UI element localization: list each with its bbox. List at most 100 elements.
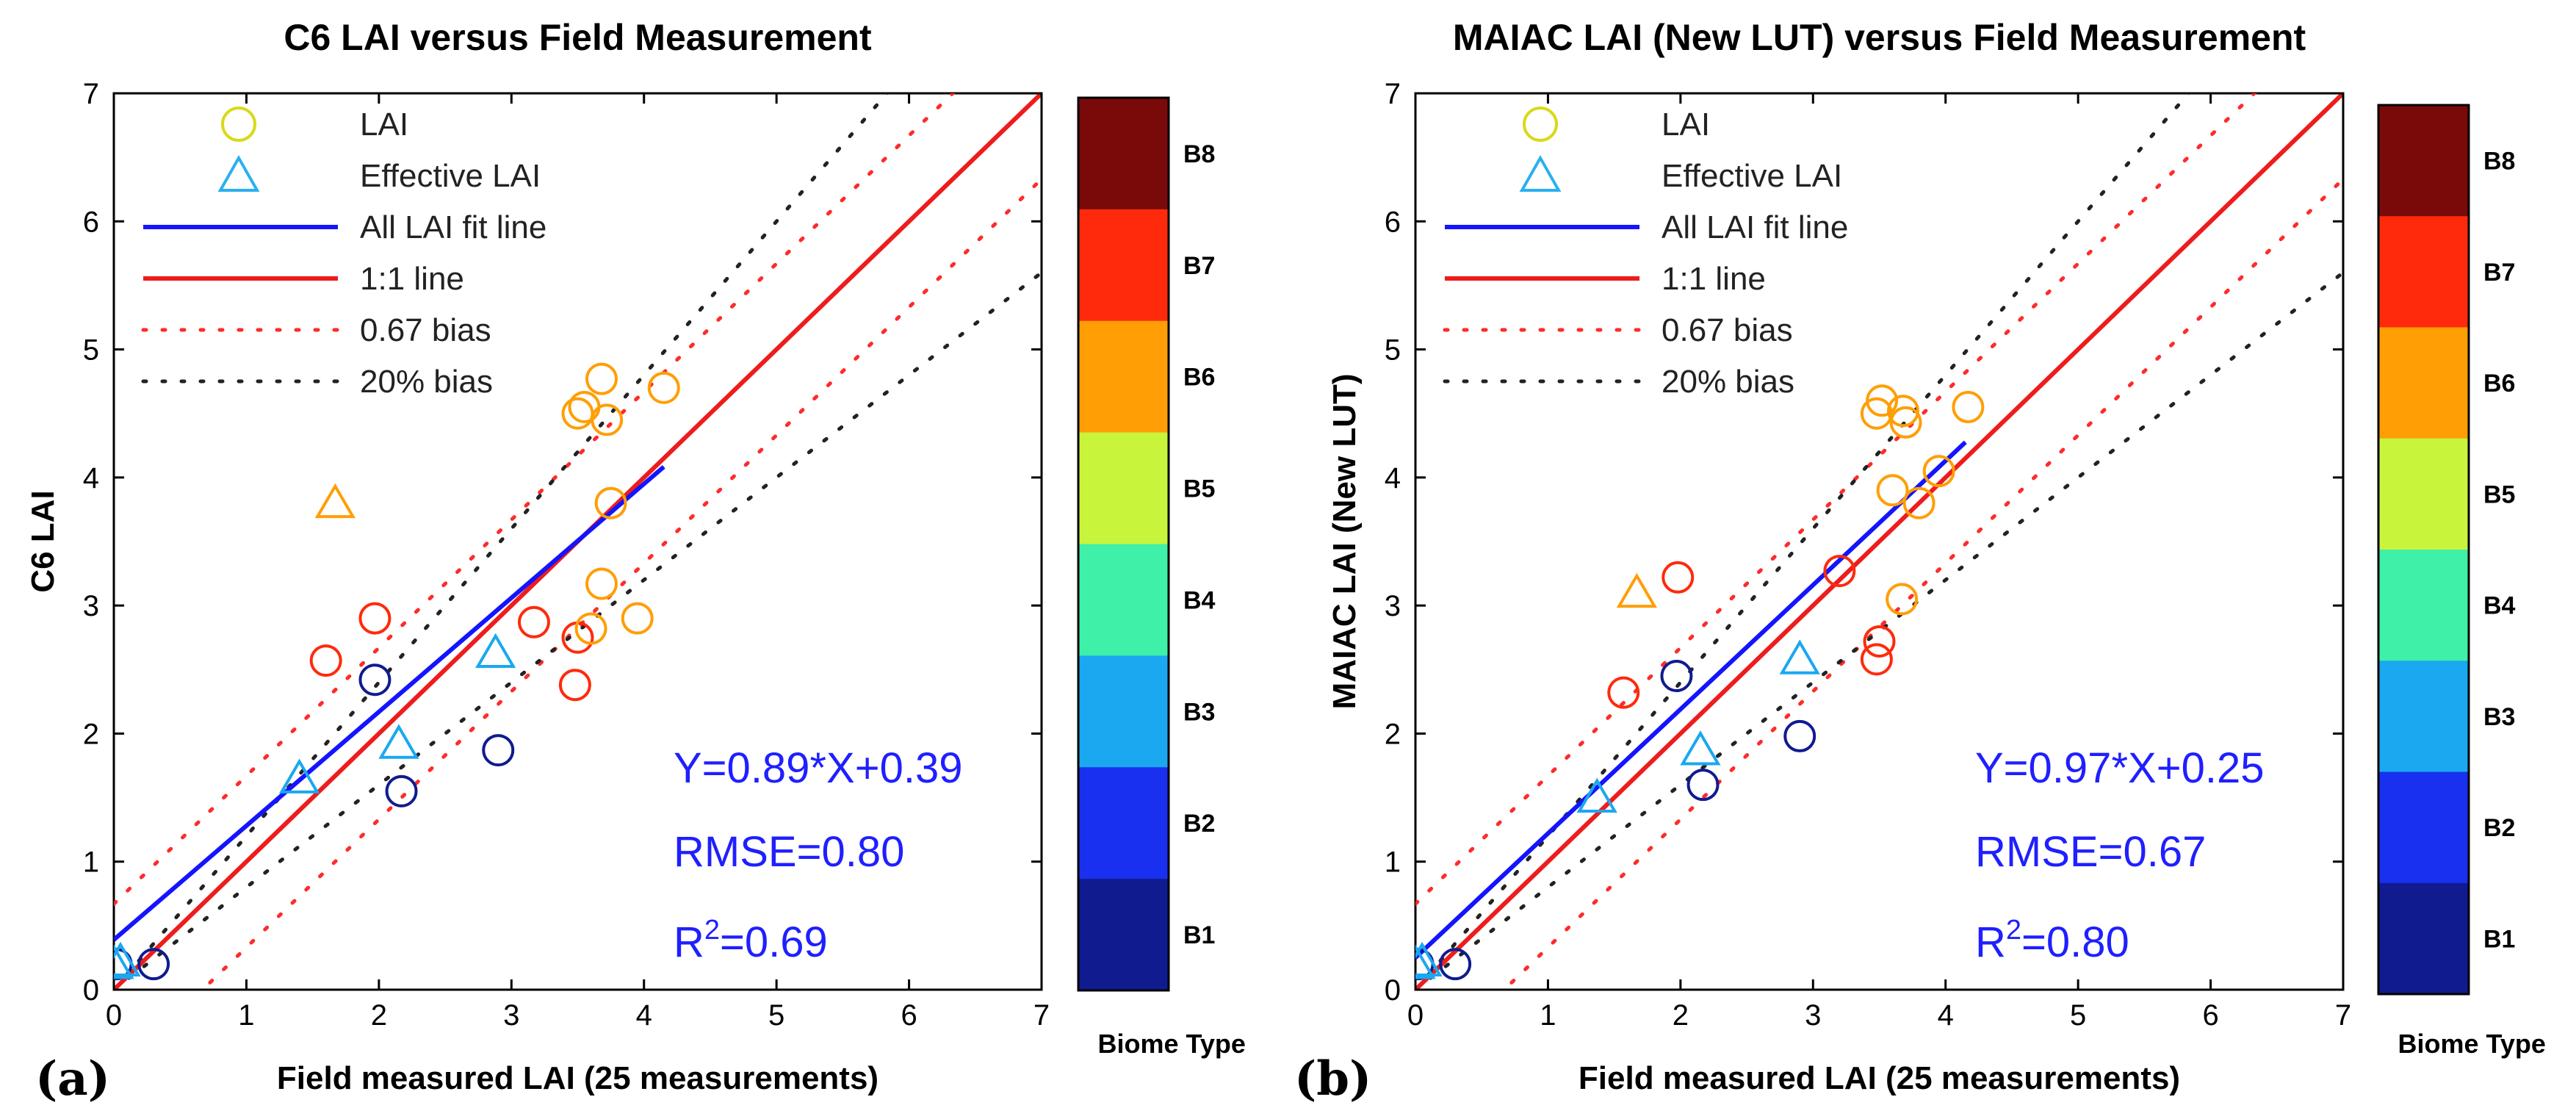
colorbar-segment <box>1078 544 1169 656</box>
chart-title: MAIAC LAI (New LUT) versus Field Measure… <box>1453 17 2306 58</box>
r-squared-symbol: R <box>1975 918 2006 966</box>
panel-a: 0 1 2 3 4 5 6 7 0 1 2 3 4 5 6 7 LAI Effective LAI All LAI … <box>25 17 1246 1107</box>
x-tick-label: 4 <box>636 999 652 1032</box>
lai-point <box>574 612 607 645</box>
colorbar-label: B4 <box>2483 592 2516 620</box>
r-squared-exponent: 2 <box>2006 915 2021 946</box>
legend: LAI Effective LAI All LAI fit line 1:1 line… <box>141 107 546 400</box>
lai-point <box>1876 474 1909 507</box>
legend-label: 20% bias <box>360 364 493 400</box>
r-squared-value: =0.69 <box>720 918 828 966</box>
plot-lines <box>114 93 1042 990</box>
effective-lai-point <box>1576 777 1617 813</box>
fit-line <box>1415 440 1967 960</box>
effective-lai-point <box>1779 639 1820 674</box>
r-squared-exponent: 2 <box>704 915 720 946</box>
y-tick-label: 1 <box>83 846 99 879</box>
colorbar-label: B6 <box>2483 370 2515 397</box>
lai-point <box>585 362 618 395</box>
colorbar-segment <box>2378 327 2469 439</box>
lai-point <box>358 602 392 635</box>
effective-lai-point <box>378 724 419 759</box>
colorbar-label: B7 <box>1183 252 1215 280</box>
legend-label: All LAI fit line <box>360 209 546 245</box>
lai-point <box>1860 643 1893 676</box>
bias-20-upper-line <box>114 93 890 990</box>
effective-lai-point <box>278 758 320 794</box>
colorbar-segment <box>1078 767 1169 879</box>
lai-point <box>1660 660 1693 692</box>
colorbar-segment <box>1078 98 1169 210</box>
x-tick-label: 1 <box>238 999 254 1032</box>
effective-lai-point <box>475 633 516 669</box>
y-tick-label: 7 <box>1385 78 1401 110</box>
lai-point <box>1866 384 1899 417</box>
x-tick-label: 4 <box>1938 999 1954 1032</box>
effective-lai-point <box>114 944 134 979</box>
x-tick-label: 0 <box>1407 999 1424 1032</box>
r-squared-symbol: R <box>674 918 704 966</box>
bias-20-upper-line <box>1415 93 2191 990</box>
lai-point <box>309 644 342 677</box>
colorbar-segment <box>2378 661 2469 772</box>
panel-b: 0 1 2 3 4 5 6 7 0 1 2 3 4 5 6 7 LAI Effective LAI All LAI … <box>1294 17 2546 1107</box>
lai-point <box>1886 583 1919 616</box>
lai-point <box>1823 555 1856 588</box>
r-squared-value: =0.80 <box>2021 918 2129 966</box>
colorbar-label: B2 <box>1183 810 1215 838</box>
lai-point <box>1662 561 1695 594</box>
y-tick-label: 1 <box>1385 846 1401 879</box>
legend-lai-marker <box>1523 107 1558 142</box>
x-axis-label: Field measured LAI (25 measurements) <box>1579 1060 2180 1096</box>
y-axis-label: C6 LAI <box>25 490 61 592</box>
lai-point <box>1863 625 1896 658</box>
rmse-value: RMSE=0.67 <box>1975 828 2206 876</box>
colorbar-segment <box>1078 432 1169 544</box>
lai-point <box>385 774 418 807</box>
colorbar-segment <box>2378 771 2469 884</box>
legend-label: Effective LAI <box>1662 158 1842 194</box>
x-tick-label: 0 <box>106 999 122 1032</box>
y-tick-label: 2 <box>83 718 99 750</box>
lai-point <box>1686 769 1720 802</box>
x-tick-label: 7 <box>2335 999 2351 1032</box>
legend-label: All LAI fit line <box>1662 209 1848 245</box>
data-points <box>1415 384 1985 981</box>
lai-point <box>558 669 591 702</box>
lai-point <box>594 486 627 519</box>
y-tick-label: 4 <box>83 462 99 494</box>
colorbar-segment <box>2378 550 2469 661</box>
colorbar-segment <box>2378 438 2469 550</box>
legend-label: Effective LAI <box>360 158 541 194</box>
lai-point <box>1889 406 1922 439</box>
fit-line <box>114 465 665 942</box>
effective-lai-point <box>1415 941 1443 977</box>
lai-point <box>517 605 550 638</box>
colorbar-title: Biome Type <box>2398 1029 2546 1059</box>
colorbar-label: B3 <box>1183 698 1215 726</box>
lai-point <box>591 403 624 436</box>
colorbar-label: B8 <box>1183 140 1215 168</box>
effective-lai-point <box>1680 730 1721 766</box>
panel-label: (b) <box>1294 1051 1371 1107</box>
fit-equation: Y=0.97*X+0.25 <box>1975 744 2264 792</box>
legend-label: 0.67 bias <box>1662 312 1793 348</box>
colorbar-segment <box>1078 879 1169 991</box>
colorbar: B8 B7 B6 B5 B4 B3 B2 B1 Biome Type <box>2377 104 2546 1059</box>
colorbar-label: B1 <box>2483 925 2515 953</box>
y-tick-label: 0 <box>1385 974 1401 1007</box>
lai-point <box>647 371 680 404</box>
colorbar-label: B8 <box>2483 148 2515 176</box>
colorbar-label: B1 <box>1183 921 1215 949</box>
y-tick-label: 6 <box>1385 206 1401 238</box>
x-tick-label: 6 <box>901 999 917 1032</box>
lai-point <box>621 602 654 635</box>
colorbar-label: B4 <box>1183 586 1216 614</box>
colorbar-label: B5 <box>2483 481 2515 508</box>
data-points <box>114 362 680 981</box>
colorbar-frame <box>2377 104 2470 996</box>
x-tick-label: 5 <box>768 999 784 1032</box>
y-tick-label: 7 <box>83 78 99 110</box>
y-tick-label: 3 <box>83 590 99 622</box>
fit-equation: Y=0.89*X+0.39 <box>674 744 962 792</box>
